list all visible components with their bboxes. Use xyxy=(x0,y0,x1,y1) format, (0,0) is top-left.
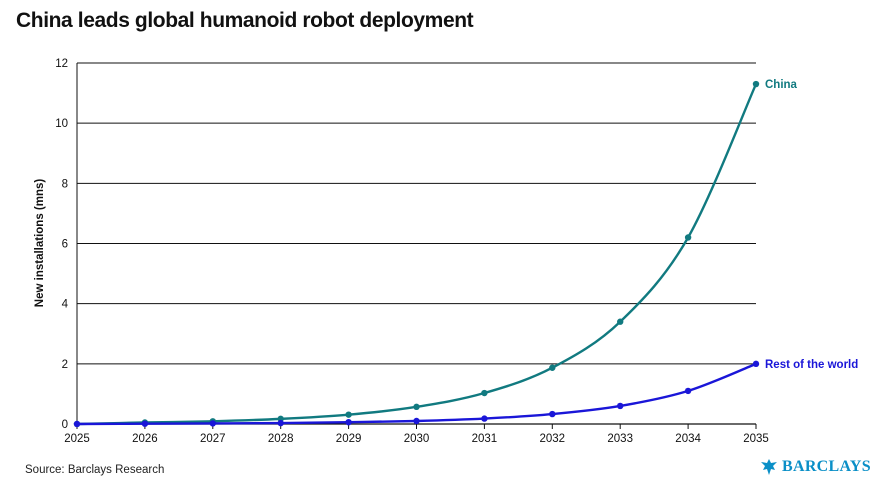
series-rest-of-the-world: Rest of the world xyxy=(73,359,858,428)
x-tick-label: 2028 xyxy=(268,433,294,445)
data-point xyxy=(684,234,692,241)
data-point xyxy=(549,364,556,371)
data-point xyxy=(617,318,624,325)
y-tick-label: 4 xyxy=(62,299,69,311)
x-tick-label: 2033 xyxy=(607,433,633,445)
barclays-logo: BARCLAYS xyxy=(760,458,871,476)
data-point xyxy=(752,360,760,368)
data-point xyxy=(73,420,81,428)
series-line xyxy=(76,83,758,426)
data-point xyxy=(345,411,352,418)
y-tick-label: 0 xyxy=(62,419,68,431)
gridlines xyxy=(77,62,756,425)
y-tick-label: 8 xyxy=(62,178,68,190)
series: China Rest of the world xyxy=(73,79,858,428)
data-point xyxy=(617,402,624,410)
x-tick-label: 2032 xyxy=(540,433,566,445)
chart-title: China leads global humanoid robot deploy… xyxy=(16,9,474,32)
data-point xyxy=(141,420,149,427)
x-tick-label: 2027 xyxy=(200,433,226,445)
data-point xyxy=(413,403,420,411)
data-point xyxy=(752,80,760,88)
x-tick-label: 2026 xyxy=(132,433,158,445)
data-point xyxy=(413,417,420,425)
data-point xyxy=(209,420,216,427)
series-label: Rest of the world xyxy=(765,359,858,371)
y-tick-label: 6 xyxy=(62,239,68,251)
y-tick-label: 10 xyxy=(55,118,68,130)
data-point xyxy=(481,415,488,422)
x-tick-label: 2031 xyxy=(472,433,498,445)
logo-text: BARCLAYS xyxy=(782,458,871,475)
x-tick-label: 2034 xyxy=(675,433,701,445)
x-tick-label: 2029 xyxy=(336,433,362,445)
y-tick-label: 2 xyxy=(62,359,68,371)
data-point xyxy=(549,410,556,418)
series-china: China xyxy=(73,79,798,428)
x-tick-label: 2035 xyxy=(743,433,769,445)
data-point xyxy=(684,387,692,395)
x-tick-label: 2030 xyxy=(404,433,430,445)
eagle-icon xyxy=(761,459,777,475)
series-line xyxy=(76,362,757,426)
x-tick-label: 2025 xyxy=(64,433,90,445)
data-point xyxy=(345,418,352,426)
y-axis-label: New installations (mns) xyxy=(34,179,46,308)
y-tick-label: 12 xyxy=(55,58,68,70)
source-note: Source: Barclays Research xyxy=(25,464,165,476)
data-point xyxy=(277,419,284,427)
data-point xyxy=(481,389,488,397)
axes: 0 2 4 6 8 10 12 2025 2026 2027 2028 2029 2030 2031 203… xyxy=(55,58,769,445)
series-label: China xyxy=(765,79,798,91)
